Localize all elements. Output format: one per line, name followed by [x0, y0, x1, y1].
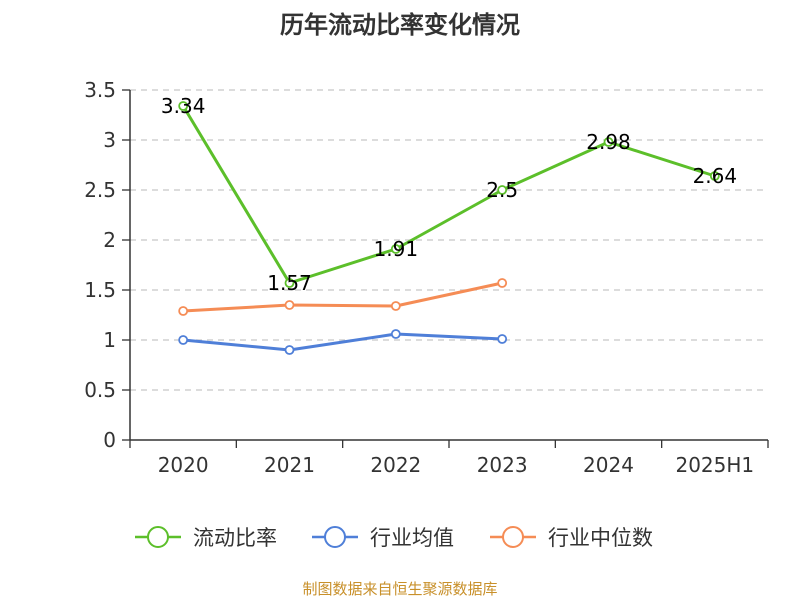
data-label: 3.34 [161, 94, 206, 118]
axes: 0 0.5 1 1.5 2 2.5 3 3.5 2020 2021 2022 2023 2024 2025… [84, 78, 769, 477]
data-point [497, 278, 508, 288]
legend-label: 行业中位数 [548, 526, 653, 550]
series-line [183, 281, 503, 313]
y-tick-label: 1 [103, 328, 116, 352]
x-tick-label: 2024 [583, 453, 634, 477]
legend: 流动比率 行业均值 行业中位数 [135, 526, 653, 550]
data-point [284, 300, 295, 310]
y-tick-label: 0.5 [84, 378, 116, 402]
data-label: 2.5 [486, 178, 518, 202]
x-tick-label: 2025H1 [675, 453, 754, 477]
data-point [284, 345, 295, 355]
y-tick-label: 3.5 [84, 78, 116, 102]
data-point [390, 329, 401, 339]
legend-marker [502, 526, 524, 548]
y-tick-label: 2.5 [84, 178, 116, 202]
x-tick-label: 2020 [158, 453, 209, 477]
data-point [178, 335, 189, 345]
legend-label: 行业均值 [370, 526, 454, 550]
data-labels: 3.34 1.57 1.91 2.5 2.98 2.64 [161, 94, 737, 295]
data-label: 2.98 [586, 130, 631, 154]
grid-lines [130, 89, 768, 391]
data-point [497, 185, 508, 195]
legend-label: 流动比率 [193, 526, 277, 550]
x-tick-label: 2022 [370, 453, 421, 477]
data-point [178, 101, 189, 111]
series-group [178, 101, 720, 355]
data-point [497, 334, 508, 344]
y-tick-label: 0 [103, 428, 116, 452]
series-line [181, 105, 716, 285]
data-label: 1.91 [374, 237, 419, 261]
series-line [183, 332, 503, 352]
data-point [709, 171, 720, 181]
chart-title: 历年流动比率变化情况 [280, 11, 520, 39]
y-tick-label: 1.5 [84, 278, 116, 302]
data-point [178, 306, 189, 316]
y-tick-label: 3 [103, 128, 116, 152]
data-label: 1.57 [267, 271, 312, 295]
legend-marker [147, 526, 169, 548]
data-point [284, 278, 295, 288]
data-point [390, 244, 401, 254]
x-tick-label: 2021 [264, 453, 315, 477]
source-note: 制图数据来自恒生聚源数据库 [302, 580, 497, 598]
data-label: 2.64 [693, 164, 738, 188]
x-tick-label: 2023 [477, 453, 528, 477]
legend-marker [324, 526, 346, 548]
data-point [603, 137, 614, 147]
y-tick-label: 2 [103, 228, 116, 252]
data-point [390, 301, 401, 311]
